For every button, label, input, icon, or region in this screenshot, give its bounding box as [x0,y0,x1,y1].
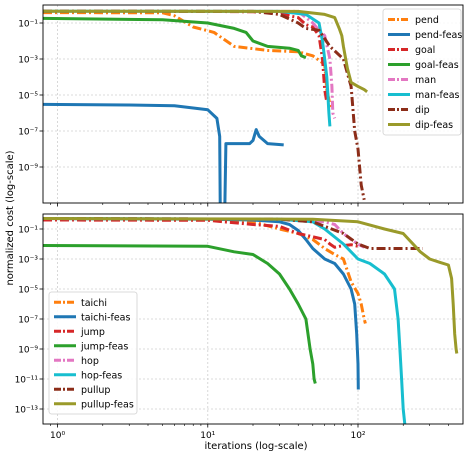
legend-label: dip-feas [415,120,453,131]
series-line-pullup [43,217,423,250]
bottom-panel: 10⁰ 10¹ 10² 10⁻¹ 10⁻³ 10⁻⁵ 10⁻⁷ 10⁻⁹ 10⁻¹¹ 10⁻¹³ t… [15,213,464,441]
legend-label: jump [80,327,105,338]
series-line-jump-feas [43,244,317,384]
series-line-dip-feas [43,9,369,93]
y-tick-label: 10⁻¹¹ [15,376,39,386]
legend-label: goal [415,45,435,56]
legend-label: hop [81,356,99,367]
y-tick-label: 10⁻¹³ [15,406,39,416]
series-line-man [43,9,337,119]
top-panel: 10⁻¹ 10⁻³ 10⁻⁵ 10⁻⁷ 10⁻⁹ pend pend-feas goal goa… [18,4,464,207]
y-axis-label: normalized cost (log-scale) [5,150,16,285]
y-tick-label: 10⁻⁷ [18,316,38,326]
legend-label: taichi [81,298,107,309]
legend-label: jump-feas [80,341,128,352]
series-line-pend-feas [43,102,284,203]
legend-label: man [415,75,436,86]
legend-label: goal-feas [415,60,459,71]
legend-label: pullup [81,385,110,396]
y-tick-label: 10⁻⁹ [18,164,38,174]
series-line-man-feas [43,9,332,127]
legend-label: dip [415,105,430,116]
y-tick-label: 10⁻¹ [18,226,38,236]
series-line-goal [43,9,329,103]
legend-label: pend [415,15,439,26]
y-tick-label: 10⁻⁵ [18,286,38,296]
y-tick-label: 10⁻⁷ [18,128,38,138]
x-axis-label: iterations (log-scale) [204,441,307,452]
series-line-pullup-feas [43,217,459,354]
legend-label: pullup-feas [81,399,134,410]
series-line-dip [43,9,366,201]
series-line-pend [43,11,333,109]
x-tick-label: 10² [350,431,365,441]
series-line-goal-feas [43,16,307,59]
legend-label: pend-feas [415,30,462,41]
legend-box [382,8,462,136]
y-tick-label: 10⁻³ [18,56,38,66]
x-tick-label: 10¹ [200,431,215,441]
series-line-jump [43,218,359,249]
series-line-taichi-feas [43,217,360,390]
axes-frame [42,4,464,204]
axes-frame [42,213,464,425]
y-tick-label: 10⁻³ [18,256,38,266]
legend-box [48,291,138,415]
legend-label: hop-feas [81,370,122,381]
y-tick-label: 10⁻¹ [18,20,38,30]
series-line-taichi [43,217,367,324]
series-lines [43,9,369,203]
legend-label: man-feas [415,90,460,101]
y-tick-label: 10⁻⁹ [18,346,38,356]
x-tick-label: 10⁰ [50,431,65,441]
legend-label: taichi-feas [81,312,131,323]
y-tick-label: 10⁻⁵ [18,92,38,102]
series-lines [43,217,459,424]
